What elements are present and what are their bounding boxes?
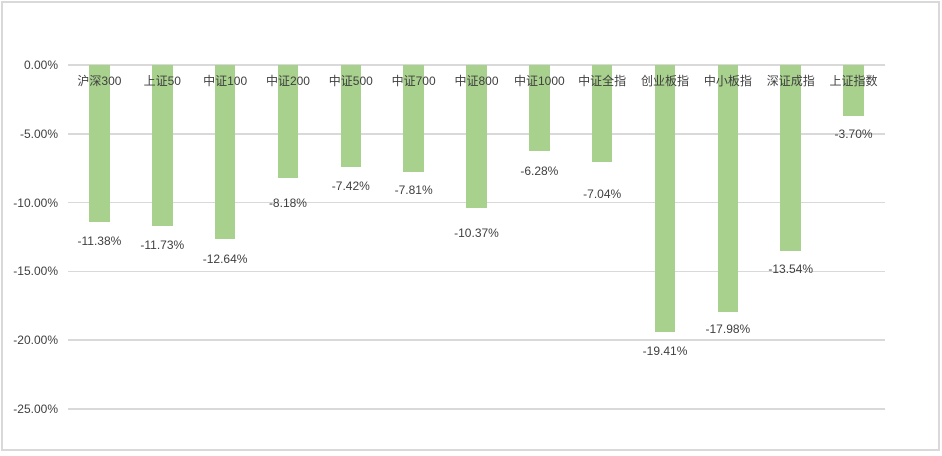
category-label: 中证1000: [513, 74, 565, 88]
value-label: -7.81%: [394, 183, 433, 198]
value-label: -17.98%: [705, 322, 751, 337]
bar: [717, 65, 739, 313]
category-label: 中证全指: [578, 74, 627, 88]
category-label: 深证成指: [766, 74, 815, 88]
category-label: 中小板指: [703, 74, 752, 88]
category-label: 沪深300: [77, 74, 122, 88]
bar: [780, 65, 801, 252]
category-label: 中证500: [328, 74, 373, 88]
value-label: -6.28%: [520, 164, 559, 179]
category-label: 中证100: [203, 74, 248, 88]
value-label: -7.42%: [331, 179, 370, 194]
bar: [466, 65, 487, 208]
value-label: -7.04%: [583, 186, 622, 201]
bar: [403, 65, 424, 173]
y-axis-tick-label: -25.00%: [13, 402, 58, 416]
bar: [654, 65, 676, 333]
bar: [591, 65, 613, 162]
gridline: [68, 408, 885, 410]
category-label: 中证800: [454, 74, 499, 88]
category-label: 创业板指: [641, 74, 690, 88]
category-label: 上证50: [143, 74, 181, 88]
y-axis-tick-label: 0.00%: [23, 58, 58, 72]
value-label: -11.38%: [77, 233, 122, 248]
category-label: 上证指数: [829, 74, 878, 88]
value-label: -8.18%: [268, 195, 307, 210]
bar: [843, 65, 864, 116]
bar: [152, 65, 173, 227]
value-label: -12.64%: [202, 251, 248, 266]
bar: [277, 65, 299, 178]
value-label: -10.37%: [454, 225, 499, 240]
y-axis-tick-label: -20.00%: [13, 333, 58, 348]
y-axis-tick-label: -5.00%: [19, 126, 58, 141]
value-label: -13.54%: [768, 262, 814, 277]
bar: [529, 65, 550, 152]
y-axis-tick-label: -10.00%: [13, 195, 58, 210]
category-label: 中证200: [265, 74, 310, 88]
value-label: -11.73%: [140, 238, 185, 253]
value-label: -3.70%: [834, 126, 873, 141]
gridline: [68, 339, 885, 341]
bar: [89, 65, 110, 222]
category-label: 中证700: [391, 74, 436, 88]
y-axis-tick-label: -15.00%: [13, 264, 58, 279]
value-label: -19.41%: [642, 344, 688, 359]
bar: [340, 65, 362, 168]
bar: [214, 65, 236, 239]
gridline: [68, 270, 885, 273]
